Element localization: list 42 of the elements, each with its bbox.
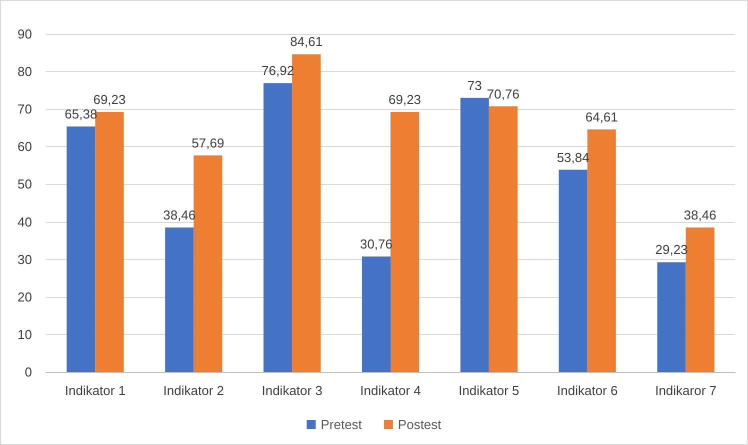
y-tick-label: 60 <box>18 139 32 154</box>
y-tick-label: 30 <box>18 252 32 267</box>
x-tick-label: Indikaror 7 <box>655 383 716 398</box>
y-tick-label: 80 <box>18 64 32 80</box>
data-label: 70,76 <box>486 86 520 102</box>
x-tick-label: Indikator 5 <box>458 383 520 398</box>
data-label: 57,69 <box>192 135 224 150</box>
data-label: 69,23 <box>93 92 126 108</box>
bar <box>657 262 686 372</box>
x-tick-label: Indikator 6 <box>557 383 618 398</box>
x-tick-label: Indikator 1 <box>64 383 126 398</box>
bar <box>165 228 194 372</box>
x-tick-label: Indikator 4 <box>360 383 421 398</box>
bar <box>292 54 321 372</box>
bar <box>66 126 96 372</box>
data-label: 65,38 <box>64 106 98 122</box>
legend-label: Postest <box>398 417 442 432</box>
bar <box>264 83 292 372</box>
bar <box>460 98 489 372</box>
bar <box>587 129 616 372</box>
bar <box>558 170 588 372</box>
data-label: 38,46 <box>684 208 716 223</box>
x-tick-label: Indikator 2 <box>163 383 224 398</box>
x-tick-label: Indikator 3 <box>262 383 322 398</box>
y-tick-label: 50 <box>18 176 32 192</box>
y-tick-label: 70 <box>18 102 32 117</box>
legend-label: Pretest <box>320 417 362 432</box>
y-tick-label: 0 <box>24 364 32 380</box>
y-tick-label: 40 <box>18 214 32 230</box>
y-tick-label: 10 <box>18 326 32 342</box>
data-label: 69,23 <box>388 92 422 108</box>
bar <box>390 112 420 372</box>
data-label: 64,61 <box>585 109 618 124</box>
data-label: 73 <box>467 78 482 93</box>
bar <box>488 106 518 372</box>
bar <box>686 228 714 372</box>
y-tick-label: 20 <box>18 289 32 304</box>
bar <box>95 112 124 372</box>
data-label: 84,61 <box>290 34 323 50</box>
bar <box>194 155 222 372</box>
y-tick-label: 90 <box>18 26 32 42</box>
bar <box>362 256 390 372</box>
